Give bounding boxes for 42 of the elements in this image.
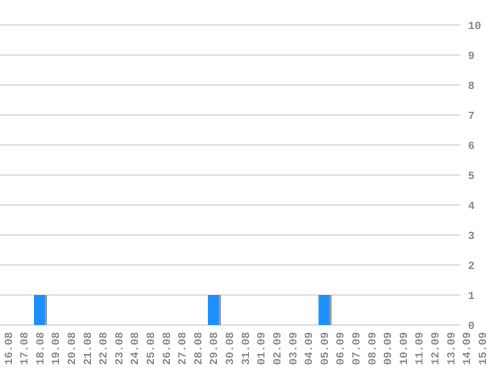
x-tick-label: 17.08 xyxy=(20,332,32,366)
y-tick-label: 7 xyxy=(468,110,475,123)
x-tick-label: 20.08 xyxy=(66,332,79,366)
x-tick-label: 07.09 xyxy=(351,332,364,366)
x-tick-label: 30.08 xyxy=(225,332,238,366)
x-tick-label: 27.08 xyxy=(178,332,190,366)
x-tick-label: 13.09 xyxy=(446,332,458,366)
x-tick-label: 06.09 xyxy=(336,332,348,366)
y-tick-label: 3 xyxy=(468,230,475,243)
x-tick-label: 14.09 xyxy=(462,332,474,366)
y-tick-label: 6 xyxy=(468,140,475,153)
x-tick-label: 09.09 xyxy=(383,332,396,366)
x-tick-label: 21.08 xyxy=(82,332,95,366)
x-tick-label: 28.08 xyxy=(193,332,206,366)
y-tick-label: 5 xyxy=(468,170,475,183)
x-tick-label: 15.09 xyxy=(478,332,490,366)
x-tick-label: 23.08 xyxy=(114,332,126,366)
x-tick-label: 29.08 xyxy=(209,332,222,366)
y-tick-label: 9 xyxy=(468,50,475,63)
y-tick-label: 2 xyxy=(468,260,475,273)
x-tick-label: 25.08 xyxy=(146,332,158,366)
y-tick-label: 1 xyxy=(468,290,475,303)
y-tick-label: 4 xyxy=(468,200,475,213)
x-tick-label: 16.08 xyxy=(4,332,16,366)
x-tick-label: 24.08 xyxy=(130,332,142,366)
x-tick-label: 18.08 xyxy=(35,332,48,366)
x-tick-label: 03.09 xyxy=(288,332,300,366)
x-tick-label: 11.09 xyxy=(414,332,427,366)
x-tick-label: 05.09 xyxy=(320,332,332,366)
x-tick-label: 12.09 xyxy=(430,332,443,366)
x-tick-label: 01.09 xyxy=(256,332,269,366)
x-tick-label: 02.09 xyxy=(272,332,284,366)
x-tick-label: 08.09 xyxy=(367,332,380,366)
x-tick-label: 26.08 xyxy=(162,332,174,366)
y-tick-label: 0 xyxy=(468,320,475,333)
y-tick-label: 10 xyxy=(468,20,482,33)
x-tick-label: 19.08 xyxy=(51,332,64,366)
x-tick-label: 31.08 xyxy=(240,332,253,366)
x-tick-label: 22.08 xyxy=(98,332,111,366)
y-tick-label: 8 xyxy=(468,80,475,93)
x-tick-label: 10.09 xyxy=(398,332,411,366)
x-tick-label: 04.09 xyxy=(304,332,316,366)
